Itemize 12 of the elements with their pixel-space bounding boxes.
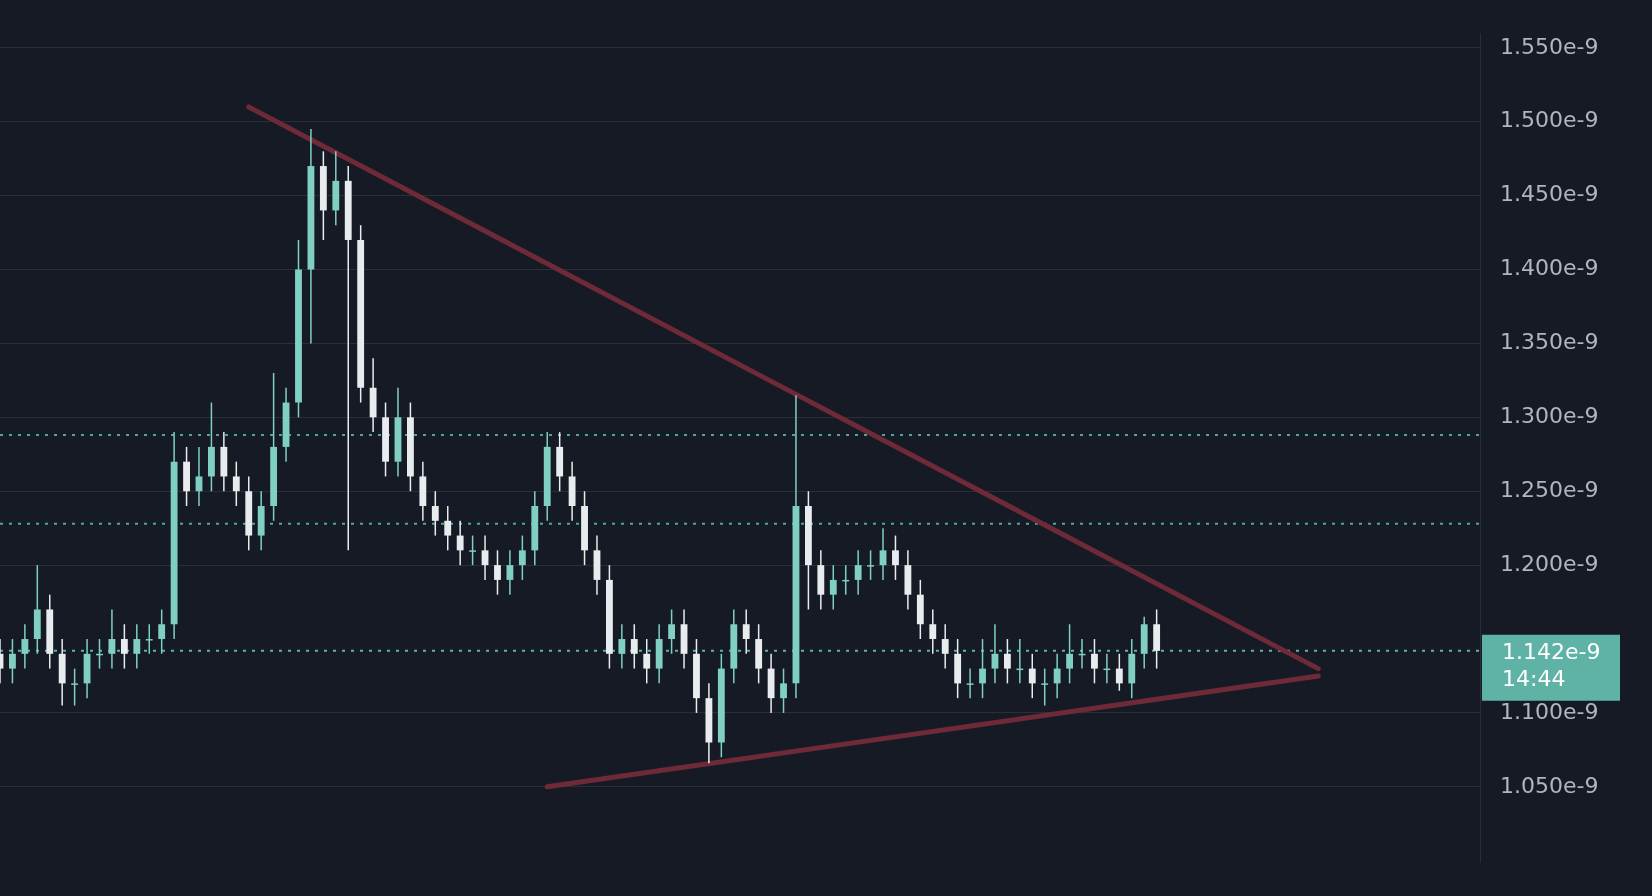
- y-tick-label: 1.250e-9: [1500, 476, 1599, 502]
- y-tick-label: 1.500e-9: [1500, 107, 1599, 133]
- y-tick-label: 1.050e-9: [1500, 772, 1599, 798]
- y-tick-label: 1.100e-9: [1500, 698, 1599, 724]
- y-tick-label: 1.450e-9: [1500, 181, 1599, 207]
- ref-line-label: 1.142e-9: [1502, 638, 1601, 664]
- y-tick-label: 1.300e-9: [1500, 403, 1599, 429]
- y-tick-label: 1.200e-9: [1500, 550, 1599, 576]
- y-tick-label: 1.350e-9: [1500, 329, 1599, 355]
- text: 14:44: [1502, 665, 1566, 691]
- y-tick-label: 1.550e-9: [1500, 33, 1599, 59]
- y-tick-label: 1.400e-9: [1500, 255, 1599, 281]
